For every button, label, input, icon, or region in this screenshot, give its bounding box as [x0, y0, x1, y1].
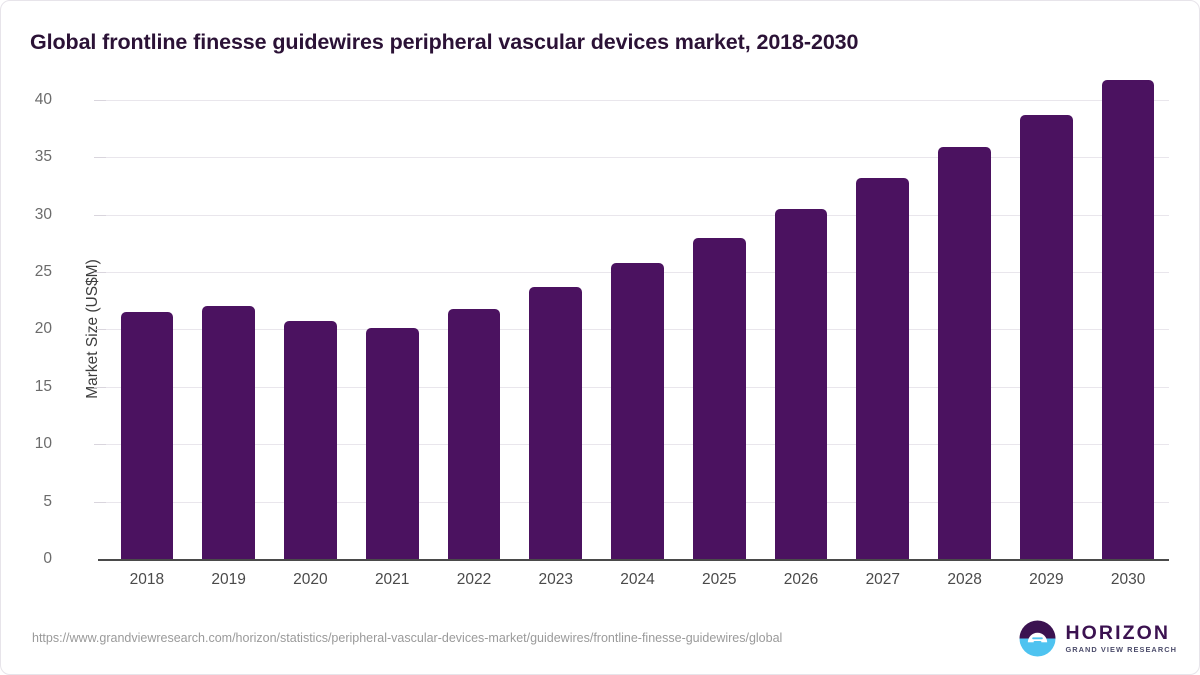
- x-axis-tick-label: 2026: [783, 571, 819, 588]
- bar-column[interactable]: [284, 71, 337, 559]
- y-axis-tick-label: 20: [34, 320, 52, 338]
- bar[interactable]: [1101, 80, 1155, 559]
- source-url[interactable]: https://www.grandviewresearch.com/horizo…: [32, 631, 783, 645]
- bar[interactable]: [774, 208, 828, 559]
- y-axis-tick-label: 30: [34, 205, 52, 223]
- y-axis-tick-label: 0: [43, 550, 52, 567]
- bar[interactable]: [1019, 114, 1073, 559]
- x-axis-tick-label: 2022: [456, 571, 492, 588]
- bar-column[interactable]: [120, 71, 174, 559]
- bar-column[interactable]: [856, 71, 910, 559]
- y-axis-tick: [94, 444, 106, 446]
- y-axis-tick: [94, 386, 106, 388]
- gridline: [94, 214, 1169, 216]
- bar[interactable]: [120, 312, 174, 559]
- bar[interactable]: [284, 321, 337, 559]
- x-axis-tick-label: 2025: [702, 571, 737, 588]
- plot-canvas: 0 5 10 15 20 25 30 35 40 2018 2019 2020 2021 2022 202…: [35, 71, 1169, 588]
- bar-column[interactable]: [774, 71, 828, 559]
- bar-column[interactable]: [611, 71, 664, 559]
- x-axis-tick-label: 2020: [293, 571, 328, 588]
- x-axis-line: [98, 559, 1169, 561]
- bar[interactable]: [365, 328, 419, 559]
- bar-column[interactable]: [1019, 71, 1073, 559]
- y-axis-tick-label: 40: [34, 90, 52, 108]
- bar[interactable]: [447, 308, 501, 559]
- bar[interactable]: [938, 146, 991, 559]
- bar[interactable]: [856, 177, 910, 559]
- bar-column[interactable]: [1101, 71, 1155, 559]
- x-axis-tick-label: 2023: [538, 571, 573, 588]
- logo-text: HORIZON GRAND VIEW RESEARCH: [1065, 621, 1177, 655]
- y-axis-tick: [94, 329, 106, 331]
- x-axis-tick-label: 2018: [129, 571, 165, 588]
- logo-wordmark: HORIZON: [1065, 621, 1171, 644]
- bar-column[interactable]: [447, 71, 501, 559]
- bar[interactable]: [529, 286, 583, 559]
- y-axis-tick: [94, 157, 106, 159]
- bar-column[interactable]: [365, 71, 419, 559]
- y-axis-tick: [94, 214, 106, 216]
- bar-column[interactable]: [692, 71, 746, 559]
- bar[interactable]: [611, 262, 664, 559]
- logo-tagline: GRAND VIEW RESEARCH: [1065, 645, 1177, 655]
- y-axis-tick-label: 25: [34, 262, 52, 280]
- page-title: Global frontline finesse guidewires peri…: [30, 30, 859, 54]
- x-axis-tick-label: 2021: [374, 571, 410, 588]
- bar[interactable]: [202, 306, 256, 559]
- gridline: [94, 157, 1169, 159]
- y-axis-tick: [94, 99, 106, 101]
- y-axis-tick-label: 5: [43, 492, 52, 510]
- horizon-logo[interactable]: HORIZON GRAND VIEW RESEARCH: [1019, 620, 1177, 657]
- y-axis-tick-label: 35: [34, 148, 52, 166]
- x-axis-tick-label: 2024: [620, 571, 655, 588]
- bar[interactable]: [692, 237, 746, 559]
- x-axis-tick-label: 2030: [1110, 571, 1146, 588]
- plot-area: Market Size (US$M) 0 5 10 15 20 25 30 35 40 2018…: [1, 71, 1199, 611]
- horizon-sun-circle-icon: [1019, 620, 1056, 657]
- x-axis-tick-label: 2029: [1029, 571, 1064, 588]
- x-axis-tick-label: 2027: [865, 571, 901, 588]
- bar-column[interactable]: [529, 71, 583, 559]
- y-axis-tick-label: 10: [34, 435, 52, 453]
- bar-column[interactable]: [938, 71, 991, 559]
- x-axis-tick-label: 2019: [211, 571, 246, 588]
- gridline: [94, 99, 1169, 101]
- x-axis-tick-label: 2028: [947, 571, 982, 588]
- y-axis-tick: [94, 271, 106, 273]
- y-axis-tick: [94, 501, 106, 503]
- bar-series: [106, 71, 1169, 559]
- y-axis-tick-label: 15: [34, 377, 52, 395]
- bar-column[interactable]: [202, 71, 256, 559]
